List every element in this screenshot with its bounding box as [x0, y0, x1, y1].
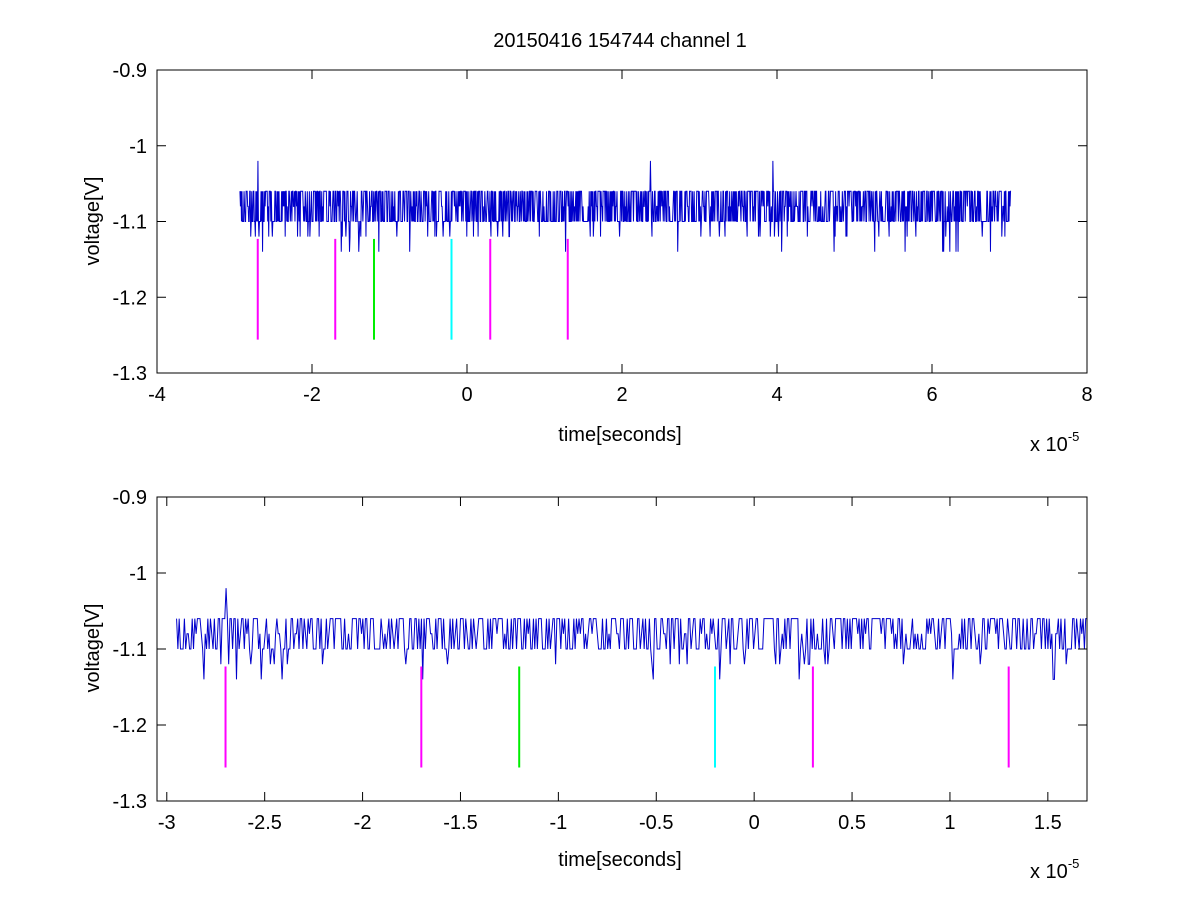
axes-top: -0.9 -1 -1.1 -1.2 -1.3 -4 -2 0 2 4 6 8 time[second…	[82, 60, 1093, 456]
chart-title: 20150416 154744 channel 1	[493, 30, 747, 52]
x-multiplier-bottom: x 10-5	[1030, 856, 1079, 883]
x-multiplier-exponent-bottom: -5	[1068, 856, 1080, 871]
x-tick-label: 1	[944, 812, 955, 834]
tick-marks-bottom	[157, 496, 1087, 802]
x-tick-label: 4	[771, 384, 782, 406]
y-tick-label: -1	[129, 563, 147, 585]
x-multiplier-base-bottom: x 10	[1030, 861, 1068, 883]
y-axis-label-top: voltage[V]	[82, 177, 104, 266]
y-axis-label-bottom: voltage[V]	[82, 604, 104, 693]
x-tick-label: -1	[549, 812, 567, 834]
tick-marks-top	[156, 69, 1088, 374]
y-tick-label: -1.2	[113, 715, 147, 737]
x-tick-label: 2	[616, 384, 627, 406]
y-tick-label: -1.3	[113, 363, 147, 385]
x-tick-label: 0	[749, 812, 760, 834]
y-tick-label: -1.1	[113, 639, 147, 661]
x-tick-labels-bottom: -3 -2.5 -2 -1.5 -1 -0.5 0 0.5 1 1.5	[158, 812, 1062, 834]
y-tick-label: -0.9	[113, 60, 147, 82]
x-multiplier-exponent-top: -5	[1068, 429, 1080, 444]
x-tick-label: -2	[303, 384, 321, 406]
x-tick-label: -1.5	[443, 812, 477, 834]
plot-area-top	[239, 160, 1012, 340]
x-axis-label-top: time[seconds]	[558, 424, 681, 446]
x-tick-label: -0.5	[639, 812, 673, 834]
plot-area-bottom	[176, 588, 1087, 768]
y-tick-labels-bottom: -0.9 -1 -1.1 -1.2 -1.3	[113, 487, 147, 813]
x-axis-label-bottom: time[seconds]	[558, 849, 681, 871]
signal-line	[176, 588, 1087, 680]
y-tick-label: -1.1	[113, 212, 147, 234]
y-tick-label: -1.3	[113, 791, 147, 813]
y-tick-label: -1.2	[113, 287, 147, 309]
axes-frame-bottom	[156, 496, 1088, 802]
y-tick-labels-top: -0.9 -1 -1.1 -1.2 -1.3	[113, 60, 147, 385]
x-tick-label: -2.5	[247, 812, 281, 834]
x-multiplier-base-top: x 10	[1030, 434, 1068, 456]
axes-bottom: -0.9 -1 -1.1 -1.2 -1.3 -3 -2.5 -2 -1.5 -1 -0.5 0 0.…	[82, 487, 1088, 883]
x-tick-labels-top: -4 -2 0 2 4 6 8	[148, 384, 1092, 406]
x-tick-label: -4	[148, 384, 166, 406]
x-tick-label: -2	[354, 812, 372, 834]
x-tick-label: 1.5	[1034, 812, 1062, 834]
y-tick-label: -1	[129, 136, 147, 158]
y-tick-label: -0.9	[113, 487, 147, 509]
x-tick-label: 6	[926, 384, 937, 406]
x-tick-label: 0.5	[838, 812, 866, 834]
x-tick-label: -3	[158, 812, 176, 834]
x-multiplier-top: x 10-5	[1030, 429, 1079, 456]
x-tick-label: 8	[1081, 384, 1092, 406]
signal-line	[239, 160, 1012, 252]
x-tick-label: 0	[461, 384, 472, 406]
